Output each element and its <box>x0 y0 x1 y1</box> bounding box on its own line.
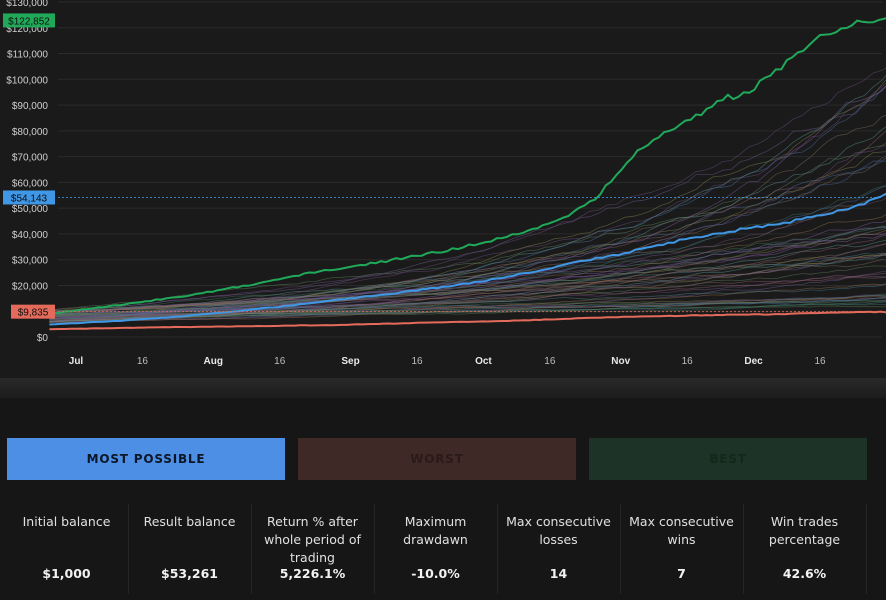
x-tick-label: 16 <box>411 356 423 367</box>
stat-initial-balance: Initial balance $1,000 <box>5 504 129 594</box>
y-tick-label: $40,000 <box>12 230 49 241</box>
y-tick-label: $120,000 <box>6 24 48 35</box>
simulation-line <box>49 67 886 313</box>
y-tick-label: $90,000 <box>12 101 49 112</box>
scenario-tabs: MOST POSSIBLE WORST BEST <box>0 438 886 480</box>
x-tick-label: Oct <box>475 356 492 367</box>
tab-most-possible[interactable]: MOST POSSIBLE <box>7 438 285 480</box>
stat-value: 7 <box>677 566 686 581</box>
y-tick-label: $80,000 <box>12 127 49 138</box>
y-tick-label: $0 <box>37 333 49 344</box>
stat-label: Win trades percentage <box>768 514 841 547</box>
highlighted-series <box>49 17 886 331</box>
balance-chart-svg: $0$10,000$20,000$30,000$40,000$50,000$60… <box>3 0 886 367</box>
simulation-line <box>49 79 886 317</box>
stat-label: Return % after whole period of trading <box>264 514 361 565</box>
x-tick-label: 16 <box>137 356 149 367</box>
stat-max-consecutive-wins: Max consecutive wins 7 <box>620 504 744 594</box>
final-value-badge <box>3 190 55 205</box>
x-tick-label: Sep <box>341 356 359 367</box>
simulation-line <box>49 151 886 316</box>
final-value-badge-text: $54,143 <box>11 193 48 204</box>
stat-label: Result balance <box>143 514 236 529</box>
stat-label: Max consecutive losses <box>506 514 611 547</box>
y-tick-label: $70,000 <box>12 153 49 164</box>
x-tick-label: Nov <box>611 356 630 367</box>
y-tick-label: $30,000 <box>12 256 49 267</box>
final-value-badge-text: $9,835 <box>18 308 49 319</box>
simulation-line <box>49 185 886 320</box>
stat-value: 42.6% <box>782 566 827 581</box>
stat-label: Maximum drawdawn <box>403 514 468 547</box>
final-value-badge <box>11 304 55 319</box>
stat-label: Max consecutive wins <box>629 514 734 547</box>
stat-max-consecutive-losses: Max consecutive losses 14 <box>497 504 621 594</box>
stat-value: 14 <box>549 566 568 581</box>
simulation-line <box>49 82 886 319</box>
simulation-line <box>49 225 886 313</box>
stats-panel: Initial balance $1,000 Result balance $5… <box>0 504 886 594</box>
x-tick-label: Dec <box>744 356 763 367</box>
tab-best[interactable]: BEST <box>589 438 867 480</box>
y-tick-label: $130,000 <box>6 0 48 9</box>
final-value-badge-text: $122,852 <box>8 16 50 27</box>
y-tick-label: $110,000 <box>7 50 48 61</box>
stat-label: Initial balance <box>22 514 111 529</box>
chart-axes: $0$10,000$20,000$30,000$40,000$50,000$60… <box>6 0 826 367</box>
stat-max-drawdown: Maximum drawdawn -10.0% <box>374 504 498 594</box>
x-tick-label: 16 <box>814 356 826 367</box>
x-tick-label: 16 <box>274 356 286 367</box>
y-tick-label: $20,000 <box>12 281 49 292</box>
x-tick-label: Aug <box>204 356 223 367</box>
stat-value: 5,226.1% <box>279 566 346 581</box>
simulation-line <box>49 297 886 315</box>
x-tick-label: 16 <box>682 356 694 367</box>
stat-win-trades-percentage: Win trades percentage 42.6% <box>743 504 867 594</box>
tab-worst[interactable]: WORST <box>298 438 576 480</box>
stat-value: $1,000 <box>42 566 91 581</box>
y-tick-label: $100,000 <box>6 75 48 86</box>
chart-grid <box>58 1 882 338</box>
stat-value: -10.0% <box>411 566 460 581</box>
stat-return-percent: Return % after whole period of trading 5… <box>251 504 375 594</box>
simulation-line <box>49 253 886 322</box>
y-tick-label: $50,000 <box>12 204 49 215</box>
background-simulations <box>49 67 886 323</box>
most-possible-series-line <box>49 192 886 326</box>
section-divider <box>0 378 886 398</box>
y-tick-label: $60,000 <box>12 178 49 189</box>
worst-series-line <box>49 310 886 331</box>
value-badges: $122,852 $54,143 $9,835 <box>3 13 882 319</box>
balance-chart: $0$10,000$20,000$30,000$40,000$50,000$60… <box>3 0 886 367</box>
x-tick-label: 16 <box>544 356 556 367</box>
best-series-line <box>49 17 886 315</box>
simulation-line <box>49 85 886 314</box>
stat-result-balance: Result balance $53,261 <box>128 504 252 594</box>
simulation-line <box>49 227 886 317</box>
simulation-line <box>49 130 886 316</box>
final-value-badge <box>3 13 55 28</box>
x-tick-label: Jul <box>69 356 84 367</box>
stat-value: $53,261 <box>161 566 218 581</box>
